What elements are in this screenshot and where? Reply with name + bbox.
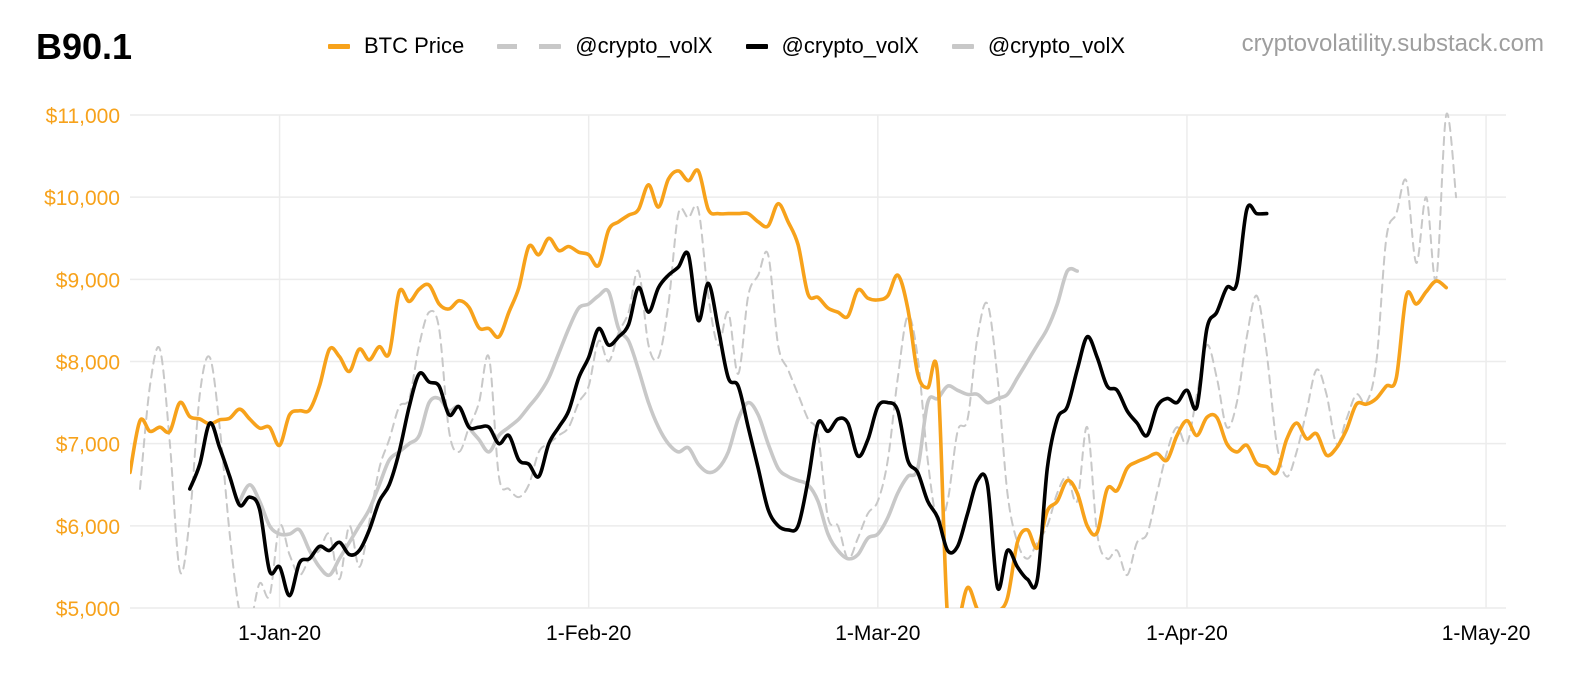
x-tick-label: 1-Apr-20 [1146, 622, 1228, 645]
series-line-btc-price [130, 168, 1448, 608]
legend-swatch-crypto-volx-gray [951, 43, 974, 49]
series-line-crypto-volx-gray [237, 266, 1079, 578]
legend-label-crypto-volx-black: @crypto_volX [781, 33, 919, 58]
chart-title: B90.1 [36, 26, 133, 67]
y-tick-label: $8,000 [56, 352, 120, 375]
legend-label-btc-price: BTC Price [364, 33, 465, 58]
legend-label-crypto-volx-dashed: @crypto_volX [575, 33, 713, 58]
series-line-crypto-volx-dashed [139, 112, 1458, 608]
series-group [130, 112, 1458, 608]
y-tick-label: $7,000 [56, 434, 120, 457]
x-tick-label: 1-Mar-20 [835, 622, 920, 645]
legend-swatch-crypto-volx-dashed [497, 43, 562, 49]
x-tick-label: 1-Jan-20 [238, 622, 321, 645]
y-tick-label: $5,000 [56, 598, 120, 621]
legend-label-crypto-volx-gray: @crypto_volX [987, 33, 1126, 58]
legend-item-crypto-volx-gray[interactable]: @crypto_volX [951, 33, 1126, 59]
legend-item-crypto-volx-black[interactable]: @crypto_volX [745, 33, 919, 59]
legend-swatch-btc-price [328, 43, 350, 49]
legend-item-crypto-volx-dashed[interactable]: @crypto_volX [497, 33, 713, 59]
series-line-crypto-volx-black [188, 203, 1269, 598]
y-tick-label: $11,000 [46, 105, 120, 128]
chart-legend: BTC Price @crypto_volX @crypto_volX @cry… [328, 33, 1158, 59]
source-attribution: cryptovolatility.substack.com [1241, 30, 1544, 57]
y-tick-label: $10,000 [44, 187, 120, 210]
y-tick-label: $9,000 [56, 269, 120, 292]
x-tick-label: 1-Feb-20 [546, 622, 631, 645]
legend-swatch-crypto-volx-black [745, 43, 768, 49]
x-tick-label: 1-May-20 [1442, 622, 1531, 645]
legend-item-btc-price[interactable]: BTC Price [328, 33, 464, 59]
y-tick-label: $6,000 [56, 516, 120, 539]
